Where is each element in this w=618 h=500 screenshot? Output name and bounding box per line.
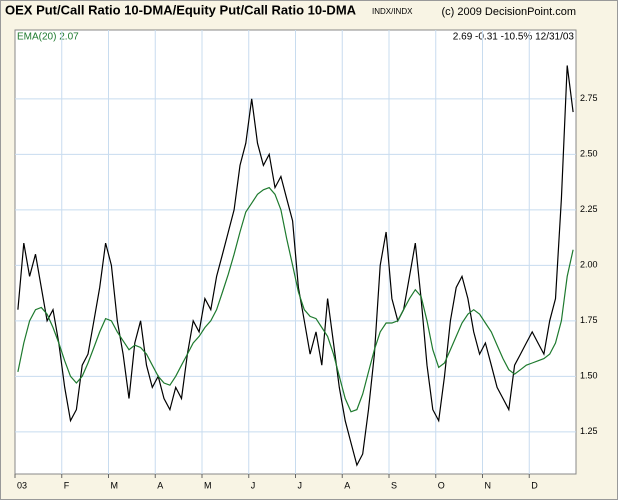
y-tick-label: 2.25 — [580, 204, 598, 214]
y-tick-label: 1.25 — [580, 426, 598, 436]
x-tick-label: O — [438, 480, 445, 490]
x-tick-label: N — [485, 480, 492, 490]
x-tick-label: M — [204, 480, 212, 490]
chart-title: OEX Put/Call Ratio 10-DMA/Equity Put/Cal… — [5, 2, 357, 17]
line-series — [17, 186, 574, 413]
y-tick-label: 2.50 — [580, 149, 598, 159]
x-tick-label: 03 — [17, 480, 27, 490]
x-tick-label: J — [298, 480, 303, 490]
y-tick-label: 1.75 — [580, 315, 598, 325]
x-tick-label: M — [111, 480, 119, 490]
x-tick-label: J — [251, 480, 256, 490]
legend-entry: EMA(20) 2.07 — [17, 32, 79, 43]
x-tick-label: A — [344, 480, 350, 490]
x-tick-label: D — [531, 480, 538, 490]
x-tick-label: S — [391, 480, 397, 490]
x-tick-label: F — [64, 480, 70, 490]
y-tick-label: 2.75 — [580, 93, 598, 103]
y-tick-label: 1.50 — [580, 371, 598, 381]
header-stats: 2.69 -0.31 -10.5% 12/31/03 — [453, 32, 575, 43]
line-series — [17, 65, 574, 467]
y-tick-label: 2.00 — [580, 260, 598, 270]
x-tick-label: A — [157, 480, 163, 490]
copyright: (c) 2009 DecisionPoint.com — [441, 6, 576, 18]
symbol: INDX/INDX — [372, 7, 413, 16]
